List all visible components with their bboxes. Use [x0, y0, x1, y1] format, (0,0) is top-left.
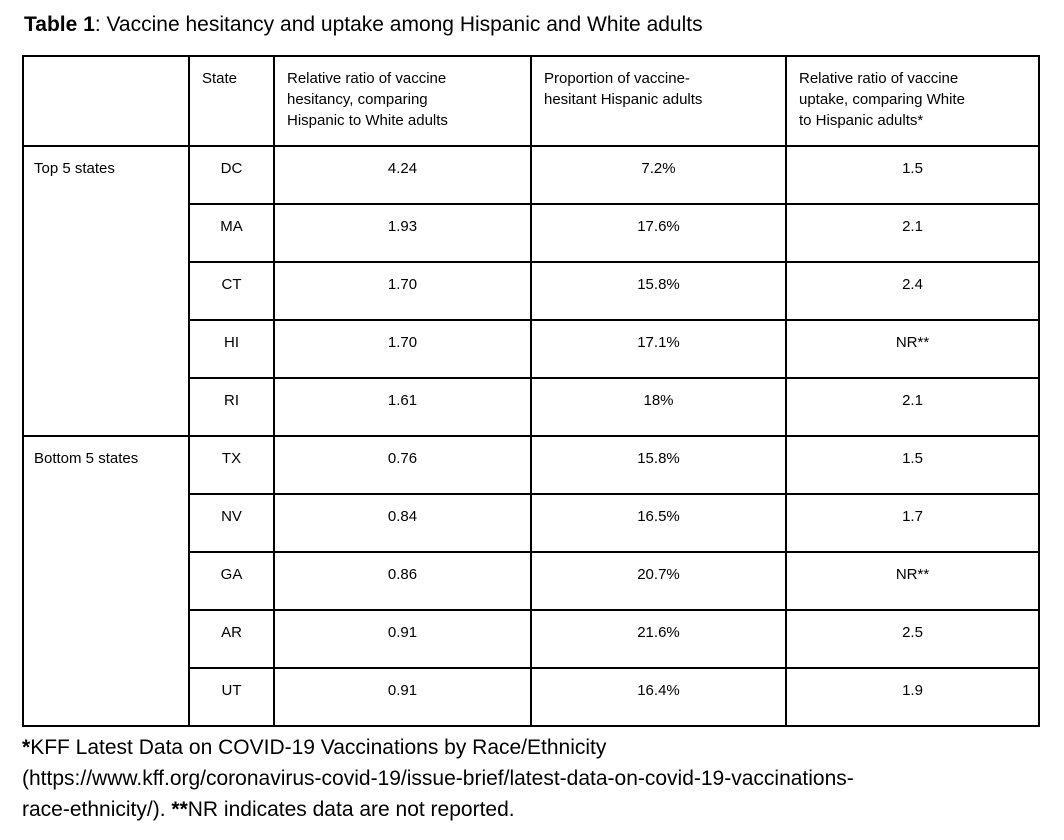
group-label-cell: Bottom 5 states — [22, 435, 190, 727]
value-cell: 1.5 — [785, 435, 1040, 495]
value-cell: 15.8% — [530, 261, 787, 321]
value-cell: 15.8% — [530, 435, 787, 495]
footnote-url-text: (https://www.kff.org/coronavirus-covid-1… — [22, 767, 854, 790]
value-cell: 2.1 — [785, 203, 1040, 263]
value-cell: 7.2% — [530, 145, 787, 205]
state-cell: GA — [188, 551, 275, 611]
value-cell: NR** — [785, 319, 1040, 379]
value-cell: 1.61 — [273, 377, 532, 437]
value-cell: 0.84 — [273, 493, 532, 553]
state-cell: MA — [188, 203, 275, 263]
footnote: *KFF Latest Data on COVID-19 Vaccination… — [22, 732, 1042, 825]
value-cell: 16.4% — [530, 667, 787, 727]
value-cell: 1.7 — [785, 493, 1040, 553]
header-hesitant-proportion: Proportion of vaccine- hesitant Hispanic… — [530, 55, 787, 147]
value-cell: 18% — [530, 377, 787, 437]
value-cell: 2.1 — [785, 377, 1040, 437]
group-label-cell: Top 5 states — [22, 145, 190, 437]
table-row: NV 0.84 16.5% 1.7 — [23, 493, 1040, 553]
footnote-line-1: *KFF Latest Data on COVID-19 Vaccination… — [22, 732, 1042, 763]
table-caption-label: Table 1 — [24, 13, 95, 36]
value-cell: 17.6% — [530, 203, 787, 263]
state-cell: AR — [188, 609, 275, 669]
table-row: Bottom 5 states TX 0.76 15.8% 1.5 — [22, 435, 1040, 727]
vaccine-table: State Relative ratio of vaccine hesitanc… — [22, 55, 1040, 727]
header-hesitancy-ratio: Relative ratio of vaccine hesitancy, com… — [273, 55, 532, 147]
footnote-line-3: race-ethnicity/). **NR indicates data ar… — [22, 794, 1042, 825]
footnote-source-text: KFF Latest Data on COVID-19 Vaccinations… — [30, 736, 607, 759]
table-caption: Table 1: Vaccine hesitancy and uptake am… — [24, 12, 1042, 38]
table-row: UT 0.91 16.4% 1.9 — [23, 667, 1040, 727]
value-cell: NR** — [785, 551, 1040, 611]
footnote-asterisk: * — [22, 736, 31, 759]
state-cell: NV — [188, 493, 275, 553]
value-cell: 1.70 — [273, 261, 532, 321]
footnote-url-tail-text: race-ethnicity/). — [22, 798, 172, 821]
table-row: GA 0.86 20.7% NR** — [23, 551, 1040, 611]
state-cell: UT — [188, 667, 275, 727]
footnote-nr-text: NR indicates data are not reported. — [187, 798, 515, 821]
table-row: RI 1.61 18% 2.1 — [23, 377, 1040, 437]
state-cell: RI — [188, 377, 275, 437]
state-cell: TX — [188, 435, 275, 495]
value-cell: 21.6% — [530, 609, 787, 669]
value-cell: 2.5 — [785, 609, 1040, 669]
table-row: AR 0.91 21.6% 2.5 — [23, 609, 1040, 669]
value-cell: 2.4 — [785, 261, 1040, 321]
value-cell: 1.70 — [273, 319, 532, 379]
table-row: Top 5 states DC 4.24 7.2% 1.5 — [22, 145, 1040, 437]
value-cell: 0.76 — [273, 435, 532, 495]
footnote-double-asterisk: ** — [171, 798, 188, 821]
value-cell: 0.86 — [273, 551, 532, 611]
value-cell: 16.5% — [530, 493, 787, 553]
header-uptake-ratio: Relative ratio of vaccine uptake, compar… — [785, 55, 1040, 147]
state-cell: CT — [188, 261, 275, 321]
value-cell: 1.5 — [785, 145, 1040, 205]
value-cell: 0.91 — [273, 609, 532, 669]
table-body: Top 5 states DC 4.24 7.2% 1.5 MA 1.93 17.6% 2.1 C… — [22, 145, 1040, 727]
table-row: CT 1.70 15.8% 2.4 — [23, 261, 1040, 321]
header-empty-cell — [22, 55, 190, 147]
state-cell: DC — [188, 145, 275, 205]
table-caption-text: : Vaccine hesitancy and uptake among His… — [94, 13, 703, 36]
header-row: State Relative ratio of vaccine hesitanc… — [22, 55, 1040, 147]
value-cell: 0.91 — [273, 667, 532, 727]
value-cell: 20.7% — [530, 551, 787, 611]
footnote-line-2: (https://www.kff.org/coronavirus-covid-1… — [22, 763, 1042, 794]
state-cell: HI — [188, 319, 275, 379]
value-cell: 1.93 — [273, 203, 532, 263]
header-state: State — [188, 55, 275, 147]
value-cell: 17.1% — [530, 319, 787, 379]
table-row: MA 1.93 17.6% 2.1 — [23, 203, 1040, 263]
table-row: HI 1.70 17.1% NR** — [23, 319, 1040, 379]
value-cell: 4.24 — [273, 145, 532, 205]
value-cell: 1.9 — [785, 667, 1040, 727]
